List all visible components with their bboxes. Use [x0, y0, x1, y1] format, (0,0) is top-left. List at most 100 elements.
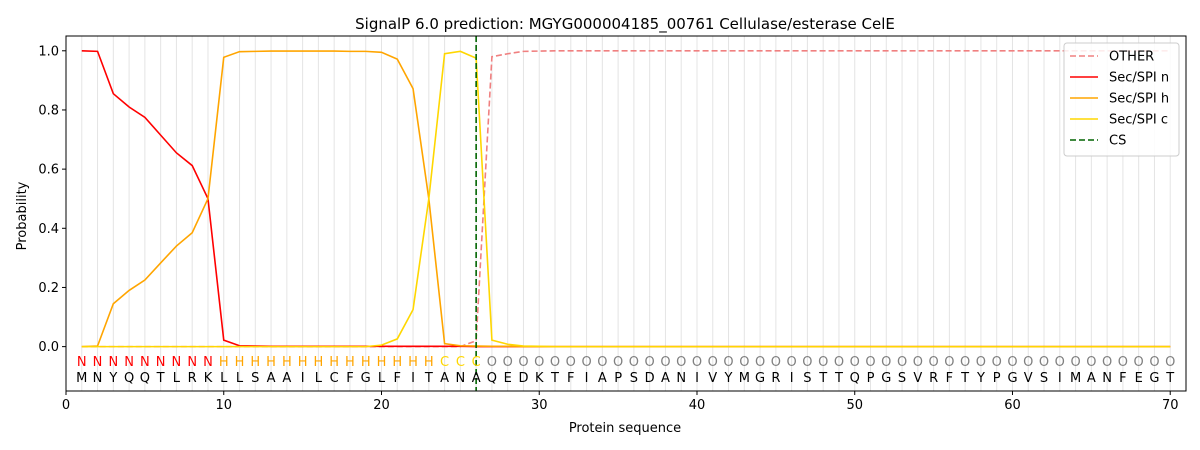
- residue-label: T: [424, 371, 433, 386]
- region-label: H: [250, 355, 260, 370]
- region-label: N: [172, 355, 182, 370]
- residue-label: T: [156, 371, 165, 386]
- region-label: C: [456, 355, 465, 370]
- residue-label: A: [472, 371, 481, 386]
- region-label: N: [187, 355, 197, 370]
- residue-label: R: [771, 371, 780, 386]
- region-label: N: [77, 355, 87, 370]
- residue-label: D: [645, 371, 655, 386]
- residue-label: I: [790, 371, 794, 386]
- residue-label: S: [803, 371, 811, 386]
- residue-label: I: [695, 371, 699, 386]
- residue-label: Q: [140, 371, 150, 386]
- y-tick-label: 0.0: [38, 340, 59, 355]
- residue-label: E: [504, 371, 512, 386]
- region-label: O: [1118, 355, 1128, 370]
- residue-label: G: [881, 371, 891, 386]
- x-axis-label: Protein sequence: [569, 421, 681, 436]
- plot-frame: [65, 35, 1187, 392]
- residue-label: A: [661, 371, 670, 386]
- residue-label: Y: [108, 371, 117, 386]
- y-tick-label: 0.4: [38, 222, 59, 237]
- x-tick-label: 60: [1004, 398, 1021, 413]
- residue-label: E: [1135, 371, 1143, 386]
- region-label: O: [660, 355, 670, 370]
- region-label: O: [1055, 355, 1065, 370]
- residue-label: L: [220, 371, 228, 386]
- residue-label: P: [993, 371, 1001, 386]
- region-label: H: [235, 355, 245, 370]
- x-tick-label: 70: [1162, 398, 1179, 413]
- residue-label: A: [440, 371, 449, 386]
- residue-label: K: [535, 371, 544, 386]
- residue-label: M: [1070, 371, 1081, 386]
- residue-label: Y: [976, 371, 985, 386]
- region-label: O: [818, 355, 828, 370]
- legend-label: Sec/SPI c: [1109, 113, 1168, 128]
- residue-label: I: [411, 371, 415, 386]
- region-label: O: [913, 355, 923, 370]
- region-label: O: [581, 355, 591, 370]
- region-label: N: [140, 355, 150, 370]
- region-label: O: [834, 355, 844, 370]
- region-label: H: [282, 355, 292, 370]
- region-label: N: [124, 355, 134, 370]
- region-label: O: [566, 355, 576, 370]
- residue-label: A: [598, 371, 607, 386]
- region-label: N: [156, 355, 166, 370]
- residue-label: P: [867, 371, 875, 386]
- residue-label: S: [1040, 371, 1048, 386]
- chart-title: SignalP 6.0 prediction: MGYG000004185_00…: [355, 15, 895, 34]
- y-tick-label: 0.2: [38, 281, 59, 296]
- region-label: O: [550, 355, 560, 370]
- region-label: N: [108, 355, 118, 370]
- region-label: H: [361, 355, 371, 370]
- residue-label: F: [946, 371, 953, 386]
- region-label: N: [203, 355, 213, 370]
- region-label: O: [897, 355, 907, 370]
- region-label: O: [1149, 355, 1159, 370]
- residue-label: T: [834, 371, 843, 386]
- axis-ticks: 0 10 20 30 40 50 60 70 0.0 0.2 0.4 0.6 0.8 1.0: [38, 44, 1178, 413]
- region-label: O: [723, 355, 733, 370]
- residue-label: V: [913, 371, 922, 386]
- residue-label: T: [960, 371, 969, 386]
- region-label: O: [503, 355, 513, 370]
- region-label: C: [440, 355, 449, 370]
- residue-label: I: [301, 371, 305, 386]
- residue-label: M: [739, 371, 750, 386]
- residue-label: S: [898, 371, 906, 386]
- residue-label: S: [630, 371, 638, 386]
- region-label: H: [266, 355, 276, 370]
- residue-label: F: [346, 371, 353, 386]
- legend: OTHER Sec/SPI n Sec/SPI h Sec/SPI c CS: [1063, 42, 1180, 157]
- legend-label: Sec/SPI h: [1109, 92, 1169, 107]
- region-label: O: [1023, 355, 1033, 370]
- residue-label: A: [1087, 371, 1096, 386]
- residue-label: D: [518, 371, 528, 386]
- region-label: H: [408, 355, 418, 370]
- residue-label: N: [455, 371, 465, 386]
- residue-label: G: [361, 371, 371, 386]
- region-label: O: [487, 355, 497, 370]
- residue-label: A: [267, 371, 276, 386]
- residue-label: I: [1058, 371, 1062, 386]
- region-label: H: [345, 355, 355, 370]
- region-label: O: [960, 355, 970, 370]
- residue-label: V: [708, 371, 717, 386]
- region-label: O: [976, 355, 986, 370]
- residue-label: M: [76, 371, 87, 386]
- region-label: O: [518, 355, 528, 370]
- x-tick-label: 20: [373, 398, 390, 413]
- residue-label: F: [567, 371, 574, 386]
- region-label: H: [329, 355, 339, 370]
- region-label: O: [1070, 355, 1080, 370]
- residue-label: L: [173, 371, 181, 386]
- region-label: O: [928, 355, 938, 370]
- residue-label: R: [188, 371, 197, 386]
- grid-lines: [81, 36, 1171, 391]
- legend-box: [1063, 42, 1180, 157]
- residue-label: G: [1149, 371, 1159, 386]
- y-axis-label: Probability: [15, 181, 30, 250]
- residue-label: K: [204, 371, 213, 386]
